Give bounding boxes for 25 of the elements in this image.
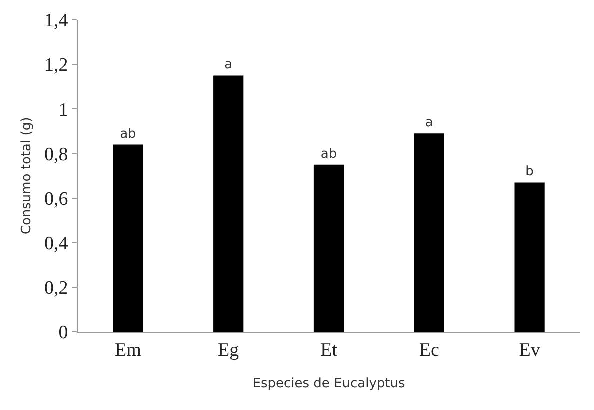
x-tick-label: Eg [218,340,240,361]
data-label: b [526,164,534,180]
y-tick-label: 0 [58,322,68,344]
x-axis-title: Especies de Eucalyptus [252,376,406,392]
x-tick-label: Et [320,340,338,361]
y-tick-label: 0,8 [44,144,68,166]
y-tick-label: 0,4 [44,234,69,255]
data-label: ab [320,146,338,162]
bar [214,76,244,332]
bar [314,164,344,332]
y-tick-label: 1,4 [44,10,69,32]
x-tick-label: Ev [519,340,541,361]
data-label: ab [120,126,136,142]
bar [514,182,545,332]
y-tick-label: 1,2 [44,55,68,76]
bar [414,134,444,332]
bar [113,144,144,332]
y-tick-label: 0,2 [44,278,68,300]
y-tick-label: 1 [58,100,68,121]
y-tick-label: 0,6 [44,188,68,210]
x-tick-label: Ec [419,340,440,361]
data-label: a [425,116,434,131]
x-tick-label: Em [115,340,142,361]
data-label: a [224,58,233,73]
y-axis-title: Consumo total (g) [19,117,34,235]
